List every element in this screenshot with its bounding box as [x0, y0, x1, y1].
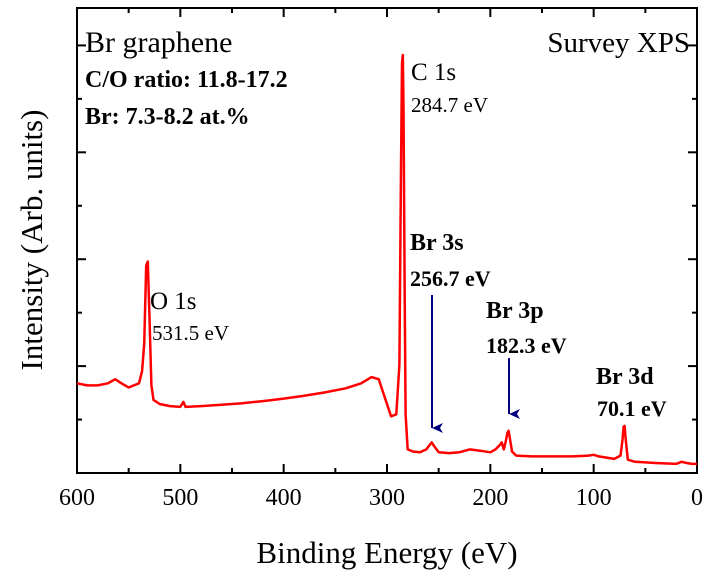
peak-br3p-name: Br 3p: [486, 298, 544, 324]
x-tick-label: 0: [691, 485, 703, 511]
peak-br3p-energy: 182.3 eV: [486, 333, 567, 358]
x-tick-label: 400: [266, 485, 302, 511]
x-tick-label: 300: [369, 485, 405, 511]
peak-br3d-name: Br 3d: [596, 364, 654, 390]
peak-br3s-name: Br 3s: [410, 230, 464, 256]
peak-c1s-name: C 1s: [411, 59, 456, 86]
sample-label: Br graphene: [85, 26, 232, 59]
x-tick-label: 500: [162, 485, 198, 511]
peak-o1s-energy: 531.5 eV: [152, 321, 229, 345]
br-content-label: Br: 7.3-8.2 at.%: [85, 104, 250, 130]
chart-title: Survey XPS: [547, 27, 690, 59]
peak-o1s-name: O 1s: [150, 288, 197, 315]
co-ratio-label: C/O ratio: 11.8-17.2: [85, 67, 288, 93]
xps-survey-curve: [76, 53, 697, 466]
x-tick-label: 200: [472, 485, 508, 511]
y-axis-label: Intensity (Arb. units): [14, 110, 49, 371]
peak-c1s-energy: 284.7 eV: [411, 93, 488, 117]
x-axis-label: Binding Energy (eV): [256, 535, 517, 570]
peak-br3d-energy: 70.1 eV: [597, 396, 667, 421]
x-tick-label: 100: [576, 485, 612, 511]
x-tick-label: 600: [59, 485, 95, 511]
x-tick-labels: 600 500 400 300 200 100 0: [59, 485, 703, 511]
peak-br3s-energy: 256.7 eV: [410, 266, 491, 291]
axis-ticks: [76, 8, 698, 474]
